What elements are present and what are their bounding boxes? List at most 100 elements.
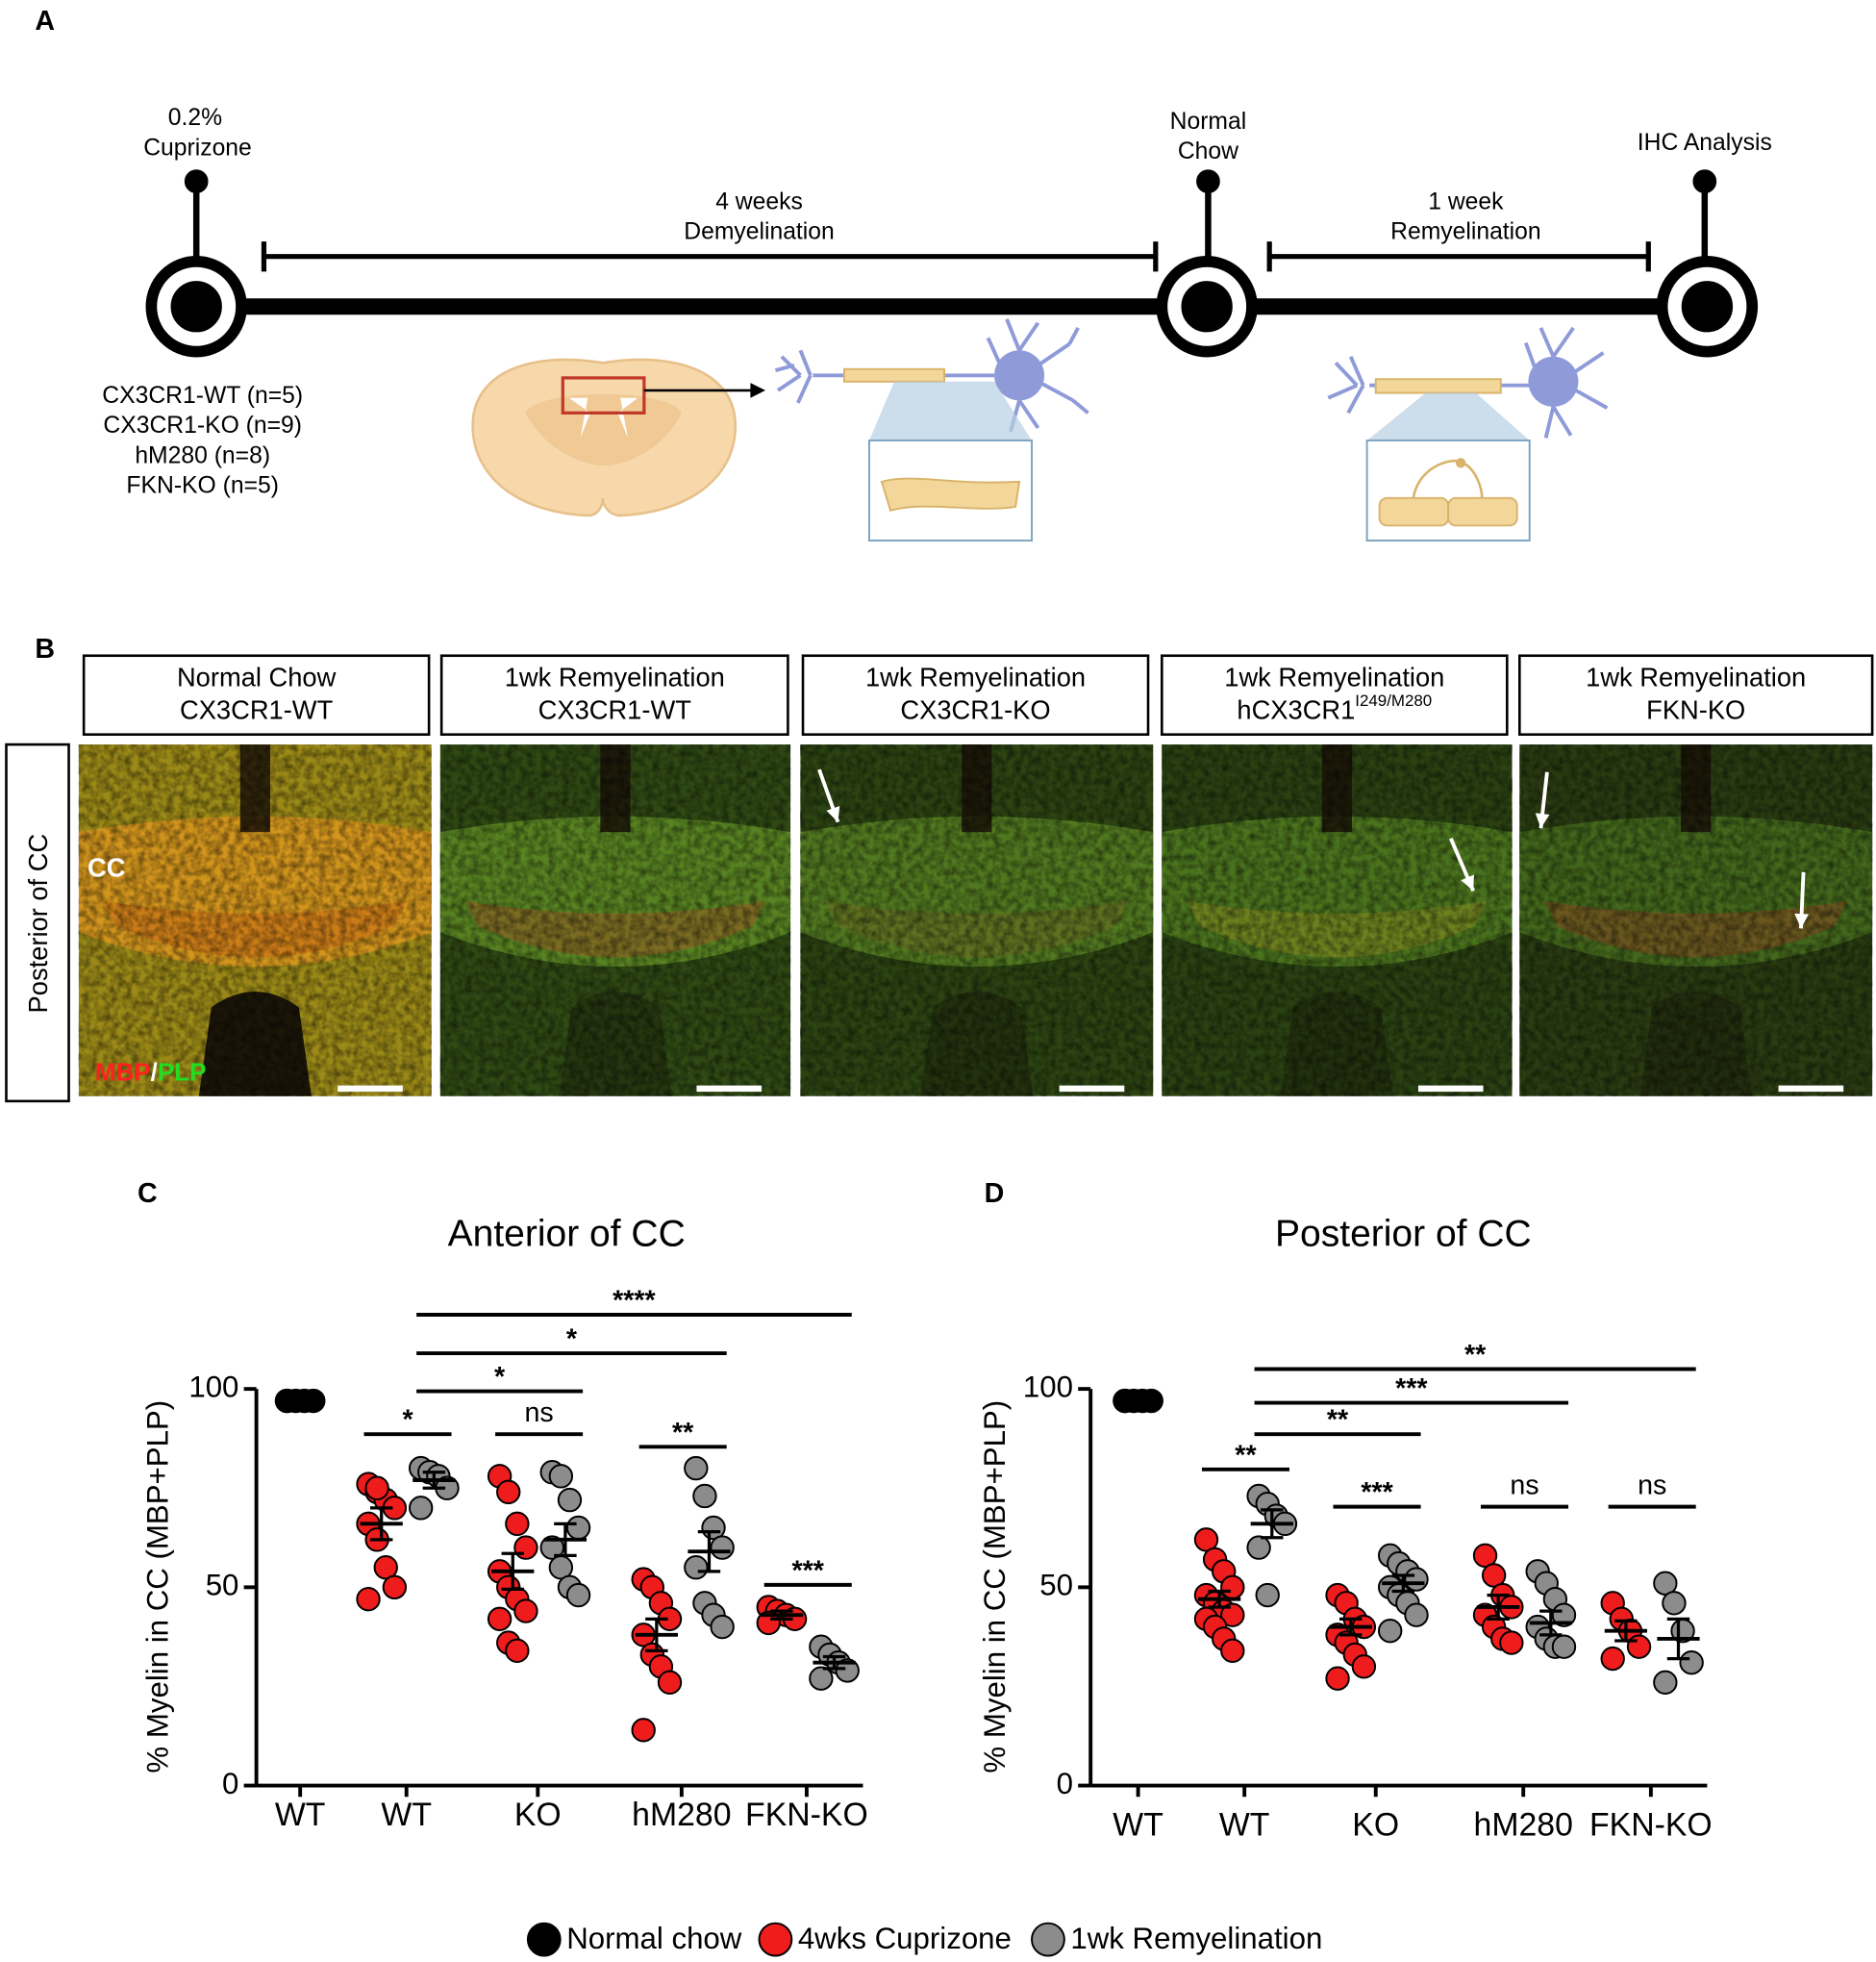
data-point — [364, 1475, 389, 1500]
milestone-dot — [1181, 281, 1233, 333]
y-tick-label: 100 — [1023, 1370, 1073, 1403]
data-point — [692, 1483, 717, 1509]
legend-swatch — [526, 1922, 562, 1957]
data-point — [1662, 1591, 1687, 1616]
panel-label: D — [985, 1178, 1005, 1209]
arrow-head — [826, 805, 840, 822]
sem-bar — [1487, 1593, 1510, 1621]
sem-bar — [369, 1506, 393, 1542]
x-tick-label: hM280 — [632, 1797, 731, 1833]
data-point — [1472, 1543, 1498, 1569]
significance-label: ** — [1235, 1440, 1257, 1471]
y-tick-label: 100 — [188, 1370, 238, 1403]
header-box — [439, 654, 789, 736]
data-point — [539, 1535, 564, 1560]
milestone-dot — [170, 281, 222, 333]
timeline-label: 0.2% — [168, 105, 222, 131]
data-point — [1220, 1574, 1245, 1600]
milestone-dot — [1681, 281, 1734, 333]
data-point — [1351, 1654, 1377, 1679]
header-line: CX3CR1-KO — [900, 694, 1050, 724]
data-point — [274, 1388, 300, 1414]
header-line: CX3CR1-WT — [180, 694, 334, 724]
stain-mbp: MBP — [95, 1057, 151, 1086]
data-point — [301, 1388, 326, 1414]
data-point — [408, 1496, 434, 1521]
texture — [1162, 744, 1513, 1096]
data-point — [710, 1614, 735, 1640]
data-point — [565, 1582, 591, 1608]
timeline-label: IHC Analysis — [1638, 130, 1772, 156]
stem-dot — [184, 169, 209, 194]
sem-bar — [1208, 1589, 1231, 1609]
data-point — [1255, 1582, 1280, 1608]
data-point — [657, 1670, 683, 1696]
legend-label: 4wks Cuprizone — [798, 1922, 1012, 1955]
legend-swatch — [1031, 1922, 1065, 1957]
x-tick-label: WT — [275, 1797, 326, 1833]
x-tick-label: KO — [514, 1797, 562, 1833]
timeline-label: 1 week — [1428, 189, 1504, 214]
data-point — [1626, 1634, 1652, 1659]
chart-title: Posterior of CC — [1275, 1214, 1532, 1255]
significance-label: *** — [1395, 1373, 1428, 1404]
header-line: FKN-KO — [1646, 694, 1745, 724]
data-point — [1653, 1571, 1678, 1596]
significance-label: * — [494, 1362, 506, 1393]
cohort: FKN-KO (n=5) — [126, 473, 279, 499]
header-line: 1wk Remyelination — [1586, 663, 1806, 692]
y-axis-label: % Myelin in CC (MBP+PLP) — [978, 1400, 1012, 1773]
significance-label: * — [402, 1405, 413, 1436]
header-superscript: I249/M280 — [1355, 692, 1432, 710]
data-point — [1220, 1638, 1245, 1664]
y-tick-label: 50 — [206, 1569, 239, 1602]
data-point — [1653, 1670, 1678, 1696]
arrow-head — [1794, 913, 1809, 929]
data-point — [631, 1718, 656, 1743]
significance-label: ns — [1638, 1470, 1666, 1500]
sem-bar — [645, 1617, 668, 1652]
data-point — [505, 1511, 530, 1537]
timeline — [145, 169, 1759, 358]
texture — [800, 744, 1154, 1096]
data-point — [1246, 1535, 1271, 1560]
x-tick-label: hM280 — [1474, 1806, 1573, 1843]
data-point — [756, 1610, 781, 1636]
x-tick-label: WT — [381, 1797, 432, 1833]
y-tick-label: 0 — [1057, 1767, 1073, 1800]
header-line: 1wk Remyelination — [505, 663, 725, 692]
panel-label: C — [138, 1178, 158, 1209]
data-point — [684, 1555, 709, 1580]
data-point — [496, 1479, 521, 1505]
x-tick-label: FKN-KO — [1589, 1806, 1713, 1843]
panel-label: A — [35, 6, 55, 37]
significance-label: ** — [1327, 1405, 1349, 1436]
data-point — [1193, 1527, 1219, 1552]
header-line: Normal Chow — [177, 663, 337, 692]
sem-bar — [1261, 1508, 1284, 1540]
texture — [78, 744, 432, 1096]
header-box — [801, 654, 1150, 736]
data-point — [487, 1606, 513, 1632]
timeline-label: Normal — [1170, 109, 1247, 135]
sem-bar — [422, 1471, 446, 1490]
data-point — [1113, 1388, 1138, 1414]
sem-bar — [1666, 1617, 1690, 1661]
phase-bracket — [1266, 241, 1651, 272]
sem-bar — [554, 1522, 577, 1557]
arrow-head — [1535, 813, 1550, 829]
sem-bar — [501, 1551, 524, 1592]
data-point — [1481, 1563, 1507, 1588]
header-line: 1wk Remyelination — [1224, 663, 1444, 692]
chart-title: Anterior of CC — [448, 1214, 686, 1255]
row-label: Posterior of CC — [23, 834, 53, 1014]
data-point — [548, 1464, 574, 1489]
y-tick-label: 0 — [222, 1767, 238, 1800]
cohort: CX3CR1-KO (n=9) — [103, 413, 302, 439]
legend-label: 1wk Remyelination — [1070, 1922, 1322, 1955]
data-point — [513, 1535, 538, 1560]
phase-bracket — [261, 241, 1159, 272]
significance-label: ** — [1464, 1340, 1487, 1371]
data-point — [710, 1535, 735, 1560]
